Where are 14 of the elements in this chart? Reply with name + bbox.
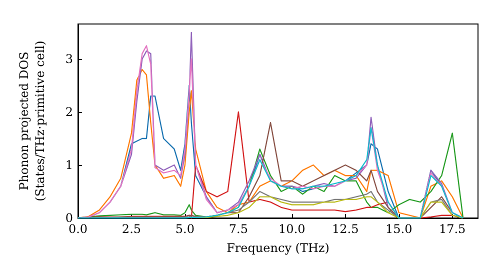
x-axis-title: Frequency (THz) bbox=[226, 241, 330, 255]
x-tick-label: 10.0 bbox=[278, 222, 306, 236]
x-tick-label: 15.0 bbox=[385, 222, 412, 236]
x-tick-label: 7.5 bbox=[228, 222, 248, 236]
y-tick-label: 0 bbox=[65, 211, 73, 225]
x-tick-label: 2.5 bbox=[122, 222, 142, 236]
x-tick-label: 5.0 bbox=[175, 222, 194, 236]
y-tick-label: 2 bbox=[65, 104, 73, 119]
x-tick-label: 17.5 bbox=[438, 222, 466, 236]
x-tick-label: 12.5 bbox=[332, 222, 359, 236]
y-axis-title: Phonon projected DOS (States/THz·primitive cell) bbox=[17, 40, 47, 202]
x-tick-label: 0.0 bbox=[68, 222, 88, 236]
y-tick-label: 3 bbox=[65, 52, 73, 66]
y-tick-label: 1 bbox=[65, 158, 73, 172]
